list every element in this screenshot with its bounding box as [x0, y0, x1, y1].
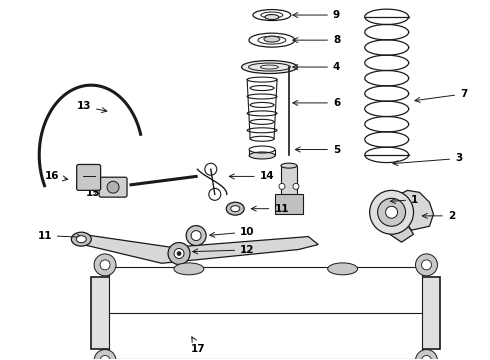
Bar	[109, 267, 422, 359]
Circle shape	[416, 254, 438, 276]
Text: 2: 2	[422, 211, 455, 221]
Circle shape	[100, 260, 110, 270]
Circle shape	[168, 243, 190, 265]
Circle shape	[416, 350, 438, 360]
Circle shape	[100, 356, 110, 360]
Ellipse shape	[242, 60, 297, 73]
Ellipse shape	[72, 232, 91, 246]
Polygon shape	[81, 234, 318, 263]
Circle shape	[174, 248, 184, 258]
Text: 12: 12	[193, 245, 255, 255]
Circle shape	[186, 226, 206, 246]
Text: 7: 7	[415, 89, 467, 102]
Circle shape	[177, 252, 181, 256]
Text: 8: 8	[293, 35, 340, 45]
Polygon shape	[390, 222, 414, 242]
Circle shape	[94, 254, 116, 276]
Text: 16: 16	[45, 171, 68, 181]
Circle shape	[386, 206, 397, 218]
Ellipse shape	[231, 206, 240, 212]
Text: 11: 11	[37, 231, 82, 240]
Text: 11: 11	[251, 204, 289, 214]
Text: 3: 3	[393, 153, 463, 166]
Bar	[281, 166, 297, 203]
Circle shape	[279, 183, 285, 189]
FancyBboxPatch shape	[99, 177, 127, 197]
Text: 6: 6	[293, 98, 340, 108]
Circle shape	[421, 260, 432, 270]
Circle shape	[94, 350, 116, 360]
Ellipse shape	[281, 201, 297, 206]
Circle shape	[293, 183, 299, 189]
Ellipse shape	[265, 14, 279, 19]
Text: 14: 14	[229, 171, 274, 181]
Text: 1: 1	[391, 195, 418, 205]
Text: 13: 13	[76, 102, 107, 113]
Ellipse shape	[107, 181, 119, 193]
Bar	[91, 277, 441, 348]
Ellipse shape	[281, 163, 297, 168]
Circle shape	[191, 231, 201, 240]
Circle shape	[378, 198, 406, 226]
Ellipse shape	[264, 36, 280, 42]
Circle shape	[369, 190, 414, 234]
Circle shape	[421, 356, 432, 360]
Text: 10: 10	[210, 227, 255, 237]
Text: 9: 9	[293, 10, 340, 20]
Text: 17: 17	[191, 337, 206, 354]
Text: 5: 5	[295, 144, 340, 154]
Bar	[275, 194, 303, 214]
Ellipse shape	[174, 263, 204, 275]
Ellipse shape	[249, 152, 275, 159]
Ellipse shape	[76, 236, 86, 243]
Text: 4: 4	[293, 62, 341, 72]
Ellipse shape	[328, 263, 358, 275]
FancyBboxPatch shape	[76, 165, 100, 190]
Ellipse shape	[226, 202, 244, 215]
Text: 15: 15	[86, 188, 101, 198]
Polygon shape	[399, 190, 434, 230]
